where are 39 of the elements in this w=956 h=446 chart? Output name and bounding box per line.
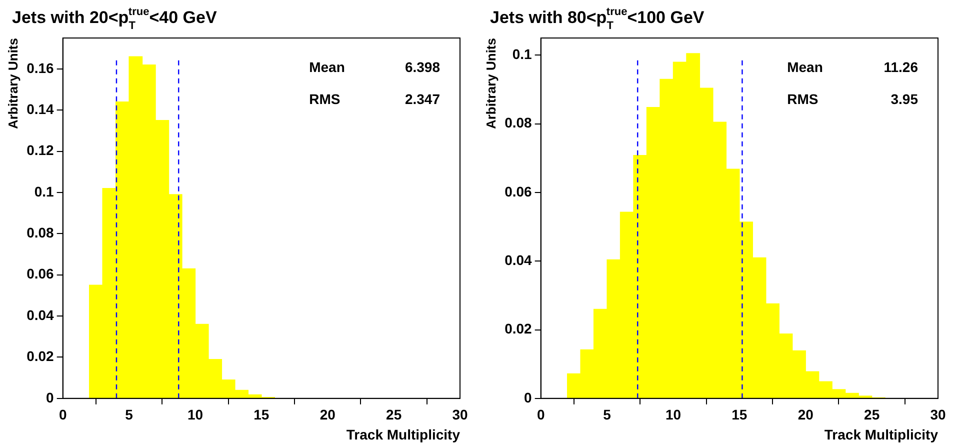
y-tick-label: 0 (524, 389, 532, 406)
chart-title: Jets with 80<p$_{T}$$^{true}$<100 GeV (490, 6, 704, 32)
x-tick-label: 0 (536, 406, 545, 423)
x-tick-label: 0 (58, 406, 67, 423)
x-axis-title: Track Multiplicity (824, 426, 938, 442)
x-tick-label: 10 (665, 406, 682, 423)
y-axis-title: Arbitrary Units (5, 38, 20, 130)
x-tick-label: 30 (452, 406, 468, 423)
x-tick-label: 15 (732, 406, 748, 423)
y-tick-label: 0.06 (26, 266, 54, 282)
x-tick-label: 20 (798, 406, 814, 423)
x-tick-label: 25 (386, 406, 402, 423)
y-tick-label: 0 (46, 389, 54, 406)
text: Mean 11.26 (787, 58, 918, 75)
text: RMS 2.347 (309, 90, 440, 107)
x-tick-label: 10 (187, 406, 204, 423)
y-axis-title: Arbitrary Units (483, 38, 498, 130)
x-tick-label: 20 (320, 406, 336, 423)
x-tick-label: 5 (603, 406, 612, 423)
y-tick-label: 0.16 (26, 60, 54, 76)
y-tick-label: 0.14 (26, 100, 54, 117)
y-tick-label: 0.08 (26, 224, 54, 241)
y-tick-label: 0.1 (512, 46, 532, 62)
chart-title: Jets with 20<p$_{T}$$^{true}$<40 GeV (12, 6, 217, 32)
y-tick-label: 0.08 (504, 114, 532, 131)
y-tick-label: 0.02 (26, 348, 54, 364)
y-tick-label: 0.12 (26, 142, 54, 158)
y-tick-label: 0.02 (504, 320, 532, 337)
y-tick-label: 0.06 (504, 183, 532, 200)
x-tick-label: 30 (930, 406, 946, 423)
y-tick-label: 0.04 (504, 252, 532, 268)
text: Mean 6.398 (309, 58, 440, 75)
x-axis-title: Track Multiplicity (346, 426, 460, 442)
y-tick-label: 0.04 (26, 306, 54, 323)
x-tick-label: 5 (125, 406, 134, 423)
text: RMS 3.95 (787, 90, 918, 107)
x-tick-label: 15 (254, 406, 270, 423)
y-tick-label: 0.1 (34, 183, 54, 200)
x-tick-label: 25 (864, 406, 880, 423)
